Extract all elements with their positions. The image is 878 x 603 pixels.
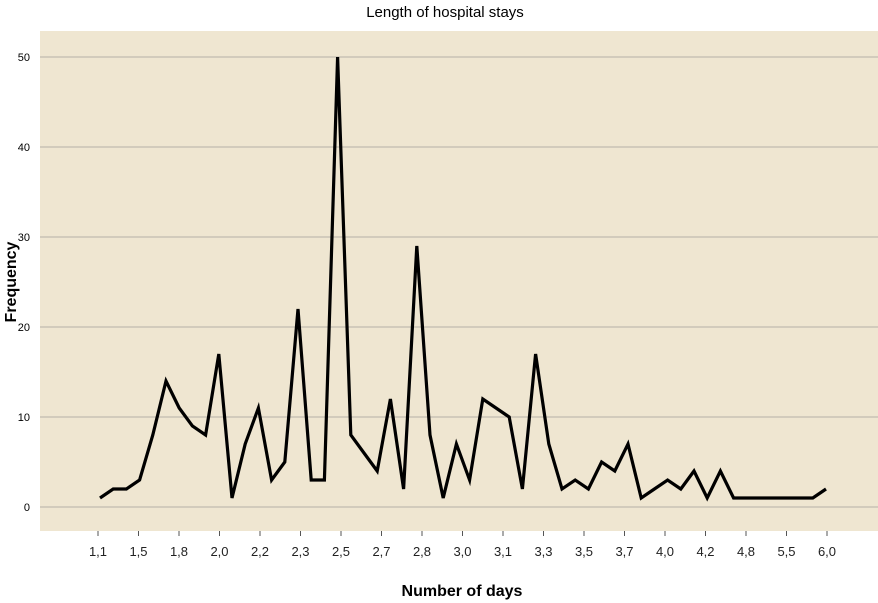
y-tick-label: 10 [18, 412, 30, 424]
y-axis-label: Frequency [3, 241, 20, 322]
y-tick-label: 50 [18, 52, 30, 64]
y-tick-label: 20 [18, 322, 30, 334]
y-axis-ticks: 0 10 20 30 40 50 [18, 52, 30, 514]
x-tick-label: 2,0 [210, 544, 228, 559]
x-tick-label: 2,5 [332, 544, 350, 559]
x-tick-label: 1,1 [89, 544, 107, 559]
x-tick-label: 2,3 [291, 544, 309, 559]
x-tick-label: 4,0 [656, 544, 674, 559]
y-tick-label: 0 [24, 502, 30, 514]
x-tick-label: 3,1 [494, 544, 512, 559]
x-tick-label: 2,2 [251, 544, 269, 559]
chart-title: Length of hospital stays [366, 4, 524, 21]
x-tick-label: 2,7 [372, 544, 390, 559]
x-tick-label: 1,8 [170, 544, 188, 559]
y-tick-label: 30 [18, 232, 30, 244]
y-tick-label: 40 [18, 142, 30, 154]
x-axis-ticks: 1,1 1,5 1,8 2,0 2,2 2,3 2,5 2,7 2,8 3,0 3,1 3,3 3,5 3… [89, 531, 836, 559]
gridlines [40, 56, 878, 508]
x-tick-label: 5,5 [777, 544, 795, 559]
series-line [99, 56, 827, 502]
x-tick-label: 3,3 [534, 544, 552, 559]
x-tick-label: 6,0 [818, 544, 836, 559]
x-tick-label: 2,8 [413, 544, 431, 559]
x-tick-label: 3,0 [453, 544, 471, 559]
x-tick-label: 1,5 [129, 544, 147, 559]
x-tick-label: 3,7 [615, 544, 633, 559]
x-axis-label: Number of days [402, 583, 523, 600]
x-tick-label: 4,8 [737, 544, 755, 559]
plot-background [40, 31, 878, 531]
x-tick-label: 4,2 [696, 544, 714, 559]
x-tick-label: 3,5 [575, 544, 593, 559]
